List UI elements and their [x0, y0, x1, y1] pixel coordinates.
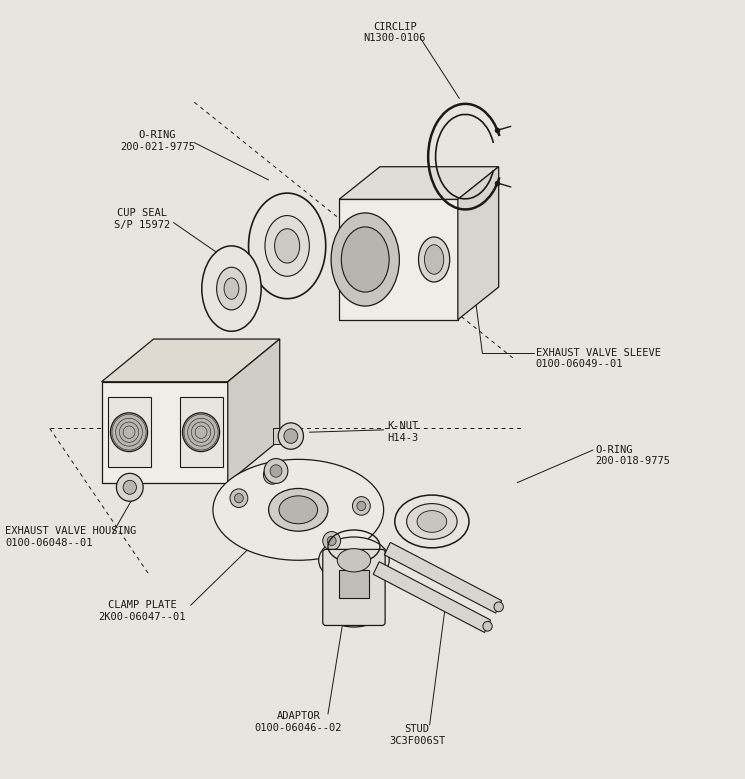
Polygon shape	[339, 569, 369, 597]
Circle shape	[116, 474, 143, 501]
Circle shape	[264, 466, 281, 485]
Ellipse shape	[249, 193, 326, 298]
Ellipse shape	[425, 245, 444, 274]
Text: EXHAUST VALVE HOUSING
0100-06048--01: EXHAUST VALVE HOUSING 0100-06048--01	[5, 526, 136, 548]
Circle shape	[483, 622, 492, 631]
Circle shape	[235, 494, 244, 502]
Text: CIRCLIP
N1300-0106: CIRCLIP N1300-0106	[364, 22, 426, 44]
Polygon shape	[101, 339, 279, 382]
Ellipse shape	[417, 510, 447, 532]
Ellipse shape	[217, 267, 247, 310]
Circle shape	[123, 481, 136, 495]
Polygon shape	[273, 428, 295, 444]
Ellipse shape	[324, 590, 384, 627]
Text: O-RING
200-021-9775: O-RING 200-021-9775	[120, 130, 194, 152]
Ellipse shape	[269, 488, 328, 531]
Polygon shape	[458, 167, 498, 319]
Ellipse shape	[331, 213, 399, 306]
Ellipse shape	[419, 237, 450, 282]
Text: O-RING
200-018-9775: O-RING 200-018-9775	[595, 445, 670, 467]
Polygon shape	[384, 542, 501, 613]
Circle shape	[110, 413, 148, 452]
Circle shape	[268, 471, 276, 480]
Circle shape	[494, 602, 504, 612]
Ellipse shape	[319, 537, 389, 583]
Circle shape	[327, 536, 336, 545]
Circle shape	[183, 413, 220, 452]
Text: CLAMP PLATE
2K00-06047--01: CLAMP PLATE 2K00-06047--01	[98, 600, 186, 622]
Ellipse shape	[202, 246, 261, 331]
Circle shape	[357, 501, 366, 510]
Ellipse shape	[279, 496, 317, 523]
Polygon shape	[228, 339, 279, 483]
Text: CUP SEAL
S/P 15972: CUP SEAL S/P 15972	[114, 208, 171, 230]
Polygon shape	[339, 199, 458, 319]
Circle shape	[352, 497, 370, 515]
Ellipse shape	[265, 216, 309, 277]
Ellipse shape	[337, 548, 371, 572]
Polygon shape	[101, 382, 228, 483]
Text: STUD
3C3F006ST: STUD 3C3F006ST	[389, 724, 446, 746]
Polygon shape	[107, 397, 150, 467]
Circle shape	[270, 465, 282, 478]
Ellipse shape	[224, 278, 239, 299]
Text: EXHAUST VALVE SLEEVE
0100-06049--01: EXHAUST VALVE SLEEVE 0100-06049--01	[536, 347, 661, 369]
Circle shape	[278, 423, 303, 449]
Circle shape	[284, 428, 298, 443]
Ellipse shape	[407, 503, 457, 539]
Ellipse shape	[213, 460, 384, 560]
Text: ADAPTOR
0100-06046--02: ADAPTOR 0100-06046--02	[255, 711, 342, 732]
Text: K-NUT
H14-3: K-NUT H14-3	[387, 421, 419, 443]
Ellipse shape	[395, 495, 469, 548]
Ellipse shape	[275, 229, 299, 263]
FancyBboxPatch shape	[323, 549, 385, 626]
Polygon shape	[373, 562, 490, 633]
Polygon shape	[339, 167, 498, 199]
Circle shape	[323, 531, 340, 550]
Circle shape	[230, 489, 248, 507]
Circle shape	[264, 459, 288, 484]
Ellipse shape	[341, 227, 389, 292]
Polygon shape	[180, 397, 223, 467]
